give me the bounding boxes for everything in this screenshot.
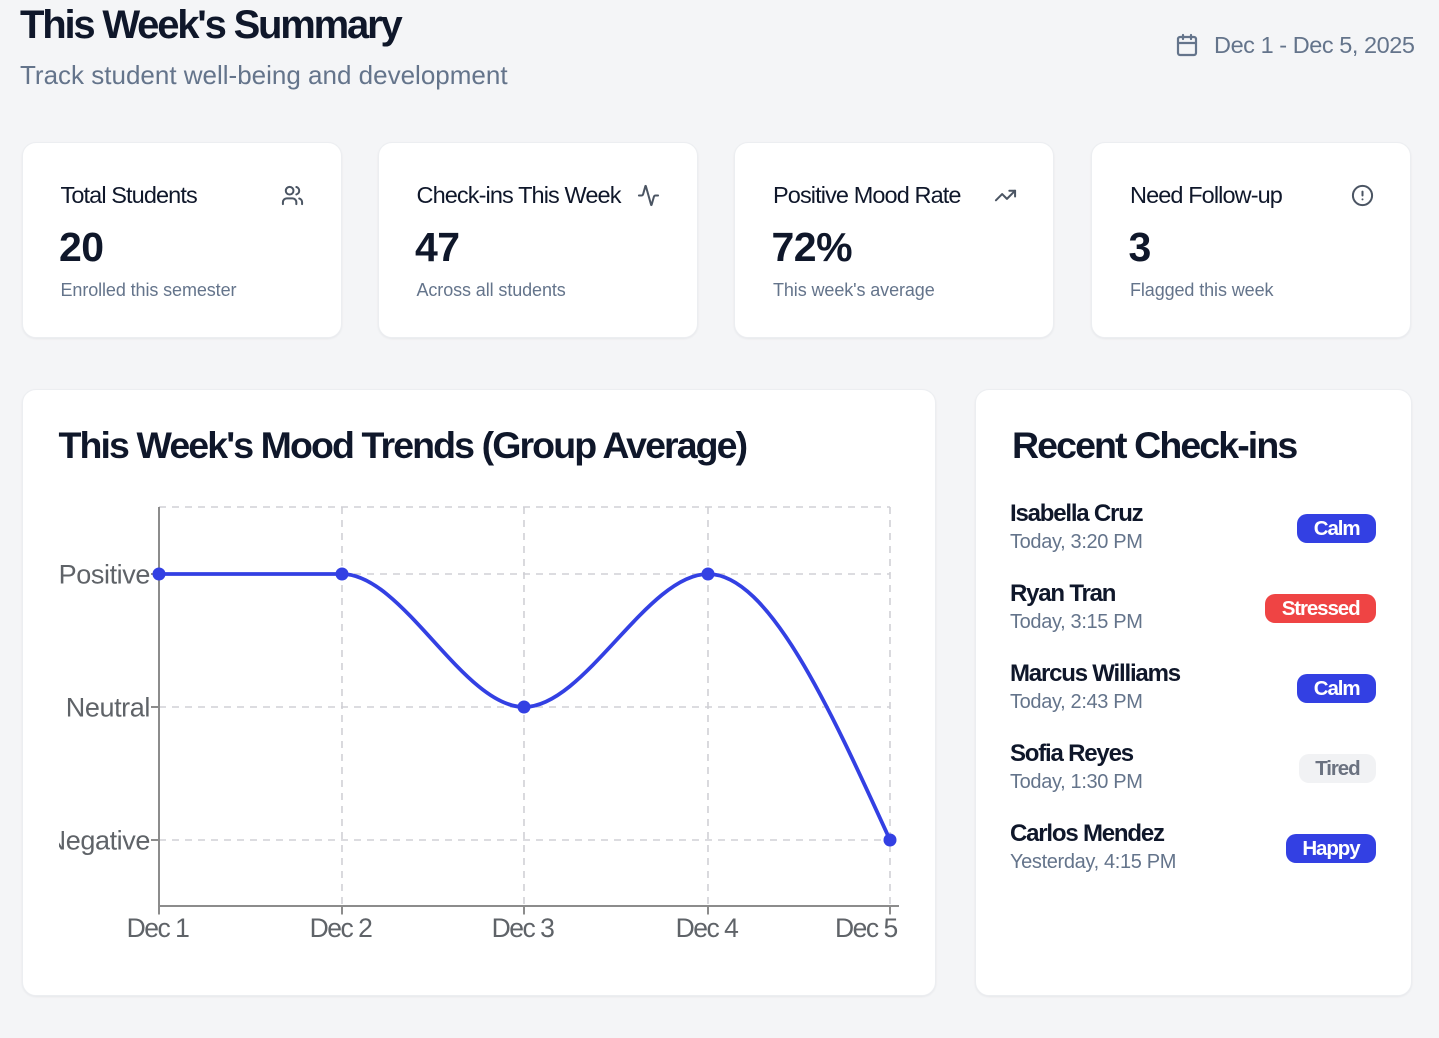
svg-text:Dec 4: Dec 4	[676, 913, 738, 943]
svg-text:Dec 5: Dec 5	[835, 913, 897, 943]
svg-text:Dec 3: Dec 3	[492, 913, 554, 943]
svg-text:Dec 2: Dec 2	[310, 913, 372, 943]
svg-text:Neutral: Neutral	[66, 692, 150, 722]
svg-text:Positive: Positive	[59, 559, 150, 589]
svg-text:Dec 1: Dec 1	[127, 913, 189, 943]
svg-text:Negative: Negative	[59, 825, 150, 855]
